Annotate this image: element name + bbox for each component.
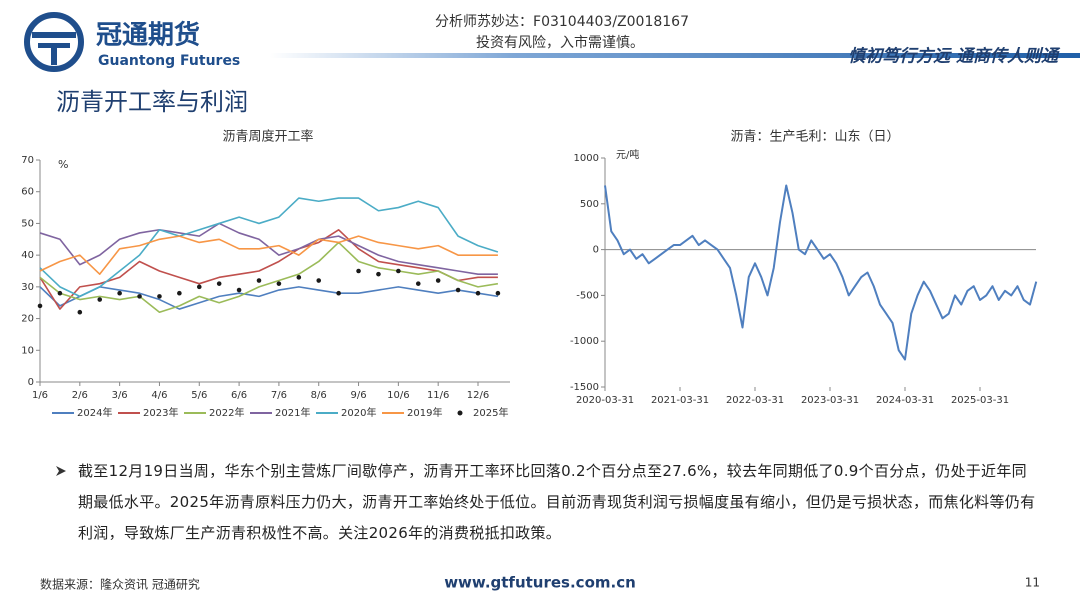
data-dot (37, 303, 43, 309)
y-tick-label: 10 (21, 345, 34, 356)
data-line (39, 286, 499, 310)
data-dot (216, 281, 222, 286)
legend-label: 2020年 (341, 406, 376, 419)
data-dot (236, 287, 242, 293)
slogan: 慎初笃行方远 通商传人则通 (848, 47, 1061, 67)
legend-label: 2025年 (473, 406, 508, 419)
data-dot (57, 290, 63, 296)
x-tick-label: 3/6 (112, 390, 128, 401)
y-tick-label: 70 (21, 155, 34, 166)
x-tick-label: 7/6 (271, 390, 287, 401)
x-tick-label: 2025-03-31 (951, 395, 1009, 406)
slide-title: 沥青开工率与利润 (56, 88, 248, 116)
chart-title: 沥青周度开工率 (222, 129, 313, 145)
x-tick-label: 2022-03-31 (726, 395, 784, 406)
data-dot (77, 309, 83, 315)
legend-label: 2021年 (275, 406, 310, 419)
data-line (39, 241, 499, 314)
data-dot (336, 290, 341, 296)
x-tick-label: 11/6 (427, 390, 449, 401)
logo-cn: 冠通期货 (96, 20, 200, 51)
x-tick-label: 2/6 (72, 390, 88, 401)
data-dot (196, 284, 202, 290)
x-tick-label: 10/6 (387, 390, 409, 401)
x-tick-label: 9/6 (350, 390, 366, 401)
data-dot (396, 268, 401, 274)
y-tick-label: -1000 (570, 336, 599, 347)
x-tick-label: 5/6 (191, 390, 207, 401)
data-dot (376, 271, 381, 277)
logo-en: Guantong Futures (98, 53, 240, 69)
data-dot (316, 278, 322, 283)
legend-label: 2022年 (209, 406, 244, 419)
legend-label: 2023年 (143, 406, 178, 419)
data-dot (97, 297, 103, 302)
data-dot (137, 294, 142, 299)
source: 数据来源：隆众资讯 冠通研究 (40, 577, 200, 592)
data-dot (415, 281, 421, 286)
data-line (39, 228, 498, 310)
legend-dot (457, 410, 463, 416)
y-tick-label: 1000 (574, 153, 599, 164)
data-dot (435, 278, 441, 283)
x-tick-label: 2021-03-31 (651, 395, 709, 406)
data-line (39, 197, 499, 298)
data-dot (117, 290, 122, 296)
y-unit: % (58, 158, 68, 171)
data-dot (356, 268, 361, 274)
url: www.gtfutures.com.cn (444, 574, 636, 592)
data-dot (157, 294, 162, 299)
legend-label: 2024年 (77, 406, 112, 419)
x-tick-label: 4/6 (151, 390, 167, 401)
x-tick-label: 1/6 (32, 390, 48, 401)
y-tick-label: -500 (576, 290, 599, 301)
data-dot (296, 275, 302, 280)
y-tick-label: 20 (21, 314, 34, 325)
data-line (39, 235, 498, 275)
x-tick-label: 2024-03-31 (876, 395, 934, 406)
data-dot (455, 287, 461, 293)
x-tick-label: 2023-03-31 (801, 395, 859, 406)
legend-label: 2019年 (407, 406, 442, 419)
data-dot (177, 290, 182, 296)
analyst: 分析师苏妙达：F03104403/Z0018167 (435, 14, 689, 30)
data-dot (256, 278, 262, 283)
data-line (604, 184, 1038, 361)
x-tick-label: 2020-03-31 (576, 395, 634, 406)
logo-icon (24, 12, 84, 72)
chart-title: 沥青：生产毛利：山东（日） (730, 130, 899, 145)
risk-note: 投资有风险，入市需谨慎。 (476, 34, 644, 51)
bullet-text: 截至12月19日当周，华东个别主营炼厂间歇停产，沥青开工率环比回落0.2个百分点… (78, 462, 1036, 542)
data-dot (495, 290, 501, 296)
y-tick-label: 30 (21, 282, 34, 293)
data-dot (276, 281, 282, 286)
y-unit: 元/吨 (616, 148, 639, 161)
x-tick-label: 12/6 (467, 390, 489, 401)
y-tick-label: 0 (593, 245, 599, 256)
y-tick-label: 0 (28, 377, 34, 388)
x-tick-label: 8/6 (311, 390, 327, 401)
header-bar (270, 53, 1080, 58)
data-dot (475, 290, 481, 296)
y-tick-label: 50 (21, 218, 34, 229)
y-tick-label: 60 (21, 187, 34, 198)
y-tick-label: -1500 (570, 382, 599, 393)
y-tick-label: 40 (21, 250, 34, 261)
page-number: 11 (1025, 576, 1040, 590)
x-tick-label: 6/6 (231, 390, 247, 401)
y-tick-label: 500 (580, 199, 599, 210)
bullet-arrow (56, 466, 66, 476)
